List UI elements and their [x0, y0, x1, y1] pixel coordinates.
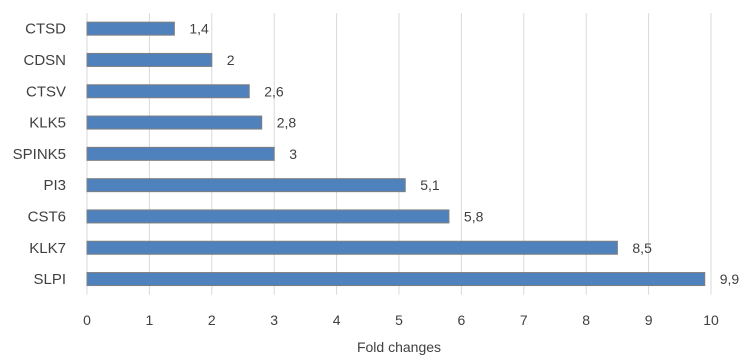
bar	[86, 146, 275, 161]
category-label: CTSV	[26, 83, 66, 100]
data-label: 5,8	[464, 208, 484, 224]
bar	[86, 52, 213, 67]
bar	[86, 272, 706, 287]
category-label: KLK7	[29, 240, 66, 257]
category-label: SPINK5	[13, 146, 66, 163]
category-label: CST6	[28, 208, 66, 225]
x-tick-label: 0	[83, 312, 91, 328]
data-labels: 1,4 2 2,6 2,8 3 5,1 5,8 8,5 9,9	[189, 21, 739, 287]
x-tick-label: 5	[395, 312, 403, 328]
bar	[86, 115, 263, 130]
bar	[86, 209, 450, 224]
x-tick-label: 8	[582, 312, 590, 328]
x-tick-label: 3	[270, 312, 278, 328]
data-label: 2,8	[277, 115, 297, 131]
bar	[86, 21, 175, 36]
bar	[86, 178, 406, 193]
category-label: CTSD	[25, 21, 66, 38]
x-tick-labels: 0 1 2 3 4 5 6 7 8 9 10	[83, 312, 719, 328]
data-label: 8,5	[632, 240, 652, 256]
x-tick-label: 10	[703, 312, 719, 328]
category-label: KLK5	[29, 115, 66, 132]
category-label: CDSN	[23, 52, 66, 69]
data-label: 9,9	[720, 271, 740, 287]
x-tick-label: 9	[645, 312, 653, 328]
x-axis-title: Fold changes	[357, 339, 441, 355]
x-tick-label: 2	[208, 312, 216, 328]
data-label: 5,1	[420, 177, 440, 193]
category-label: PI3	[43, 177, 66, 194]
data-label: 1,4	[189, 21, 209, 37]
bar	[86, 84, 250, 99]
x-tick-label: 6	[458, 312, 466, 328]
data-label: 2	[227, 52, 235, 68]
x-tick-label: 7	[520, 312, 528, 328]
bar	[86, 240, 618, 255]
data-label: 2,6	[264, 83, 284, 99]
category-label: SLPI	[33, 271, 66, 288]
x-tick-label: 4	[333, 312, 341, 328]
data-label: 3	[289, 146, 297, 162]
x-tick-label: 1	[146, 312, 154, 328]
bars	[86, 21, 706, 287]
category-labels: CTSD CDSN CTSV KLK5 SPINK5 PI3 CST6 KLK7 SLPI	[13, 21, 67, 288]
